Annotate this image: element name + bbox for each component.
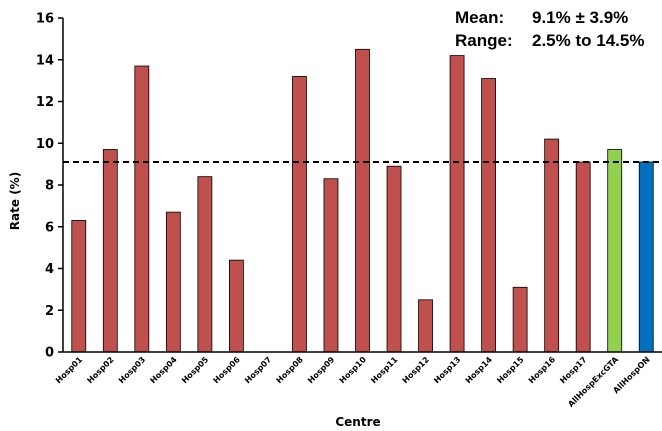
y-tick-label: 6: [45, 220, 54, 235]
x-tick-label: Hosp10: [338, 355, 369, 386]
y-axis-title: Rate (%): [8, 172, 22, 230]
y-tick-label: 0: [45, 346, 54, 361]
bar-hosp10: [355, 48, 370, 353]
bar-hosp16: [544, 138, 560, 353]
range-value: 2.5% to 14.5%: [532, 31, 644, 50]
stats-annotation: Mean: 9.1% ± 3.9% Range: 2.5% to 14.5%: [455, 8, 644, 50]
x-tick-label: Hosp03: [117, 355, 147, 385]
x-tick-label: Hosp06: [212, 355, 243, 386]
x-tick-label: Hosp15: [495, 355, 526, 386]
x-tick-label: Hosp13: [432, 355, 462, 385]
bar-hosp01: [71, 220, 87, 353]
bar-hosp03: [134, 65, 150, 353]
x-tick-label: Hosp11: [369, 355, 400, 386]
bar-hosp06: [228, 259, 244, 353]
x-tick-label: Hosp09: [306, 355, 337, 386]
y-tick-label: 4: [45, 262, 54, 277]
bar-hosp11: [386, 165, 402, 353]
bar-hosp04: [165, 211, 181, 353]
range-label: Range:: [455, 31, 513, 50]
x-axis-ticks: Hosp01 Hosp02 Hosp03 Hosp04 Hosp05 Hosp06 Hosp…: [54, 354, 652, 408]
y-axis-ticks: 0 2 4 6 8 10 12 14 16: [36, 12, 63, 361]
bar-hosp08: [292, 76, 307, 353]
bar-hosp15: [512, 286, 528, 353]
bar-hosp17: [575, 161, 591, 353]
y-tick-label: 2: [45, 304, 54, 319]
bar-hosp12: [418, 299, 433, 353]
x-tick-label: Hosp07: [243, 355, 273, 385]
x-axis-title: Centre: [335, 415, 380, 429]
bar-allhospon: [638, 161, 654, 353]
y-tick-label: 16: [36, 12, 54, 27]
y-tick-label: 12: [36, 95, 54, 110]
bar-hosp14: [481, 78, 497, 353]
x-tick-label: Hosp08: [275, 355, 306, 386]
x-tick-label: Hosp14: [464, 355, 495, 386]
x-tick-label: Hosp01: [54, 355, 85, 386]
y-tick-label: 10: [36, 137, 54, 152]
mean-value: 9.1% ± 3.9%: [532, 8, 628, 27]
bar-group: [71, 48, 654, 353]
x-tick-label: Hosp16: [527, 355, 558, 386]
x-tick-label: Hosp17: [558, 355, 588, 385]
bar-allhospexcgta: [607, 149, 623, 353]
bar-hosp05: [197, 176, 213, 353]
x-tick-label: Hosp12: [401, 355, 431, 385]
x-tick-label: Hosp04: [148, 355, 179, 386]
x-tick-label: Hosp05: [180, 355, 211, 386]
bar-hosp09: [323, 178, 339, 353]
y-tick-label: 14: [36, 53, 54, 68]
bar-hosp02: [102, 149, 118, 353]
x-tick-label: Hosp02: [85, 355, 115, 385]
bar-hosp13: [449, 55, 465, 353]
mean-label: Mean:: [455, 8, 504, 27]
y-tick-label: 8: [45, 179, 54, 194]
